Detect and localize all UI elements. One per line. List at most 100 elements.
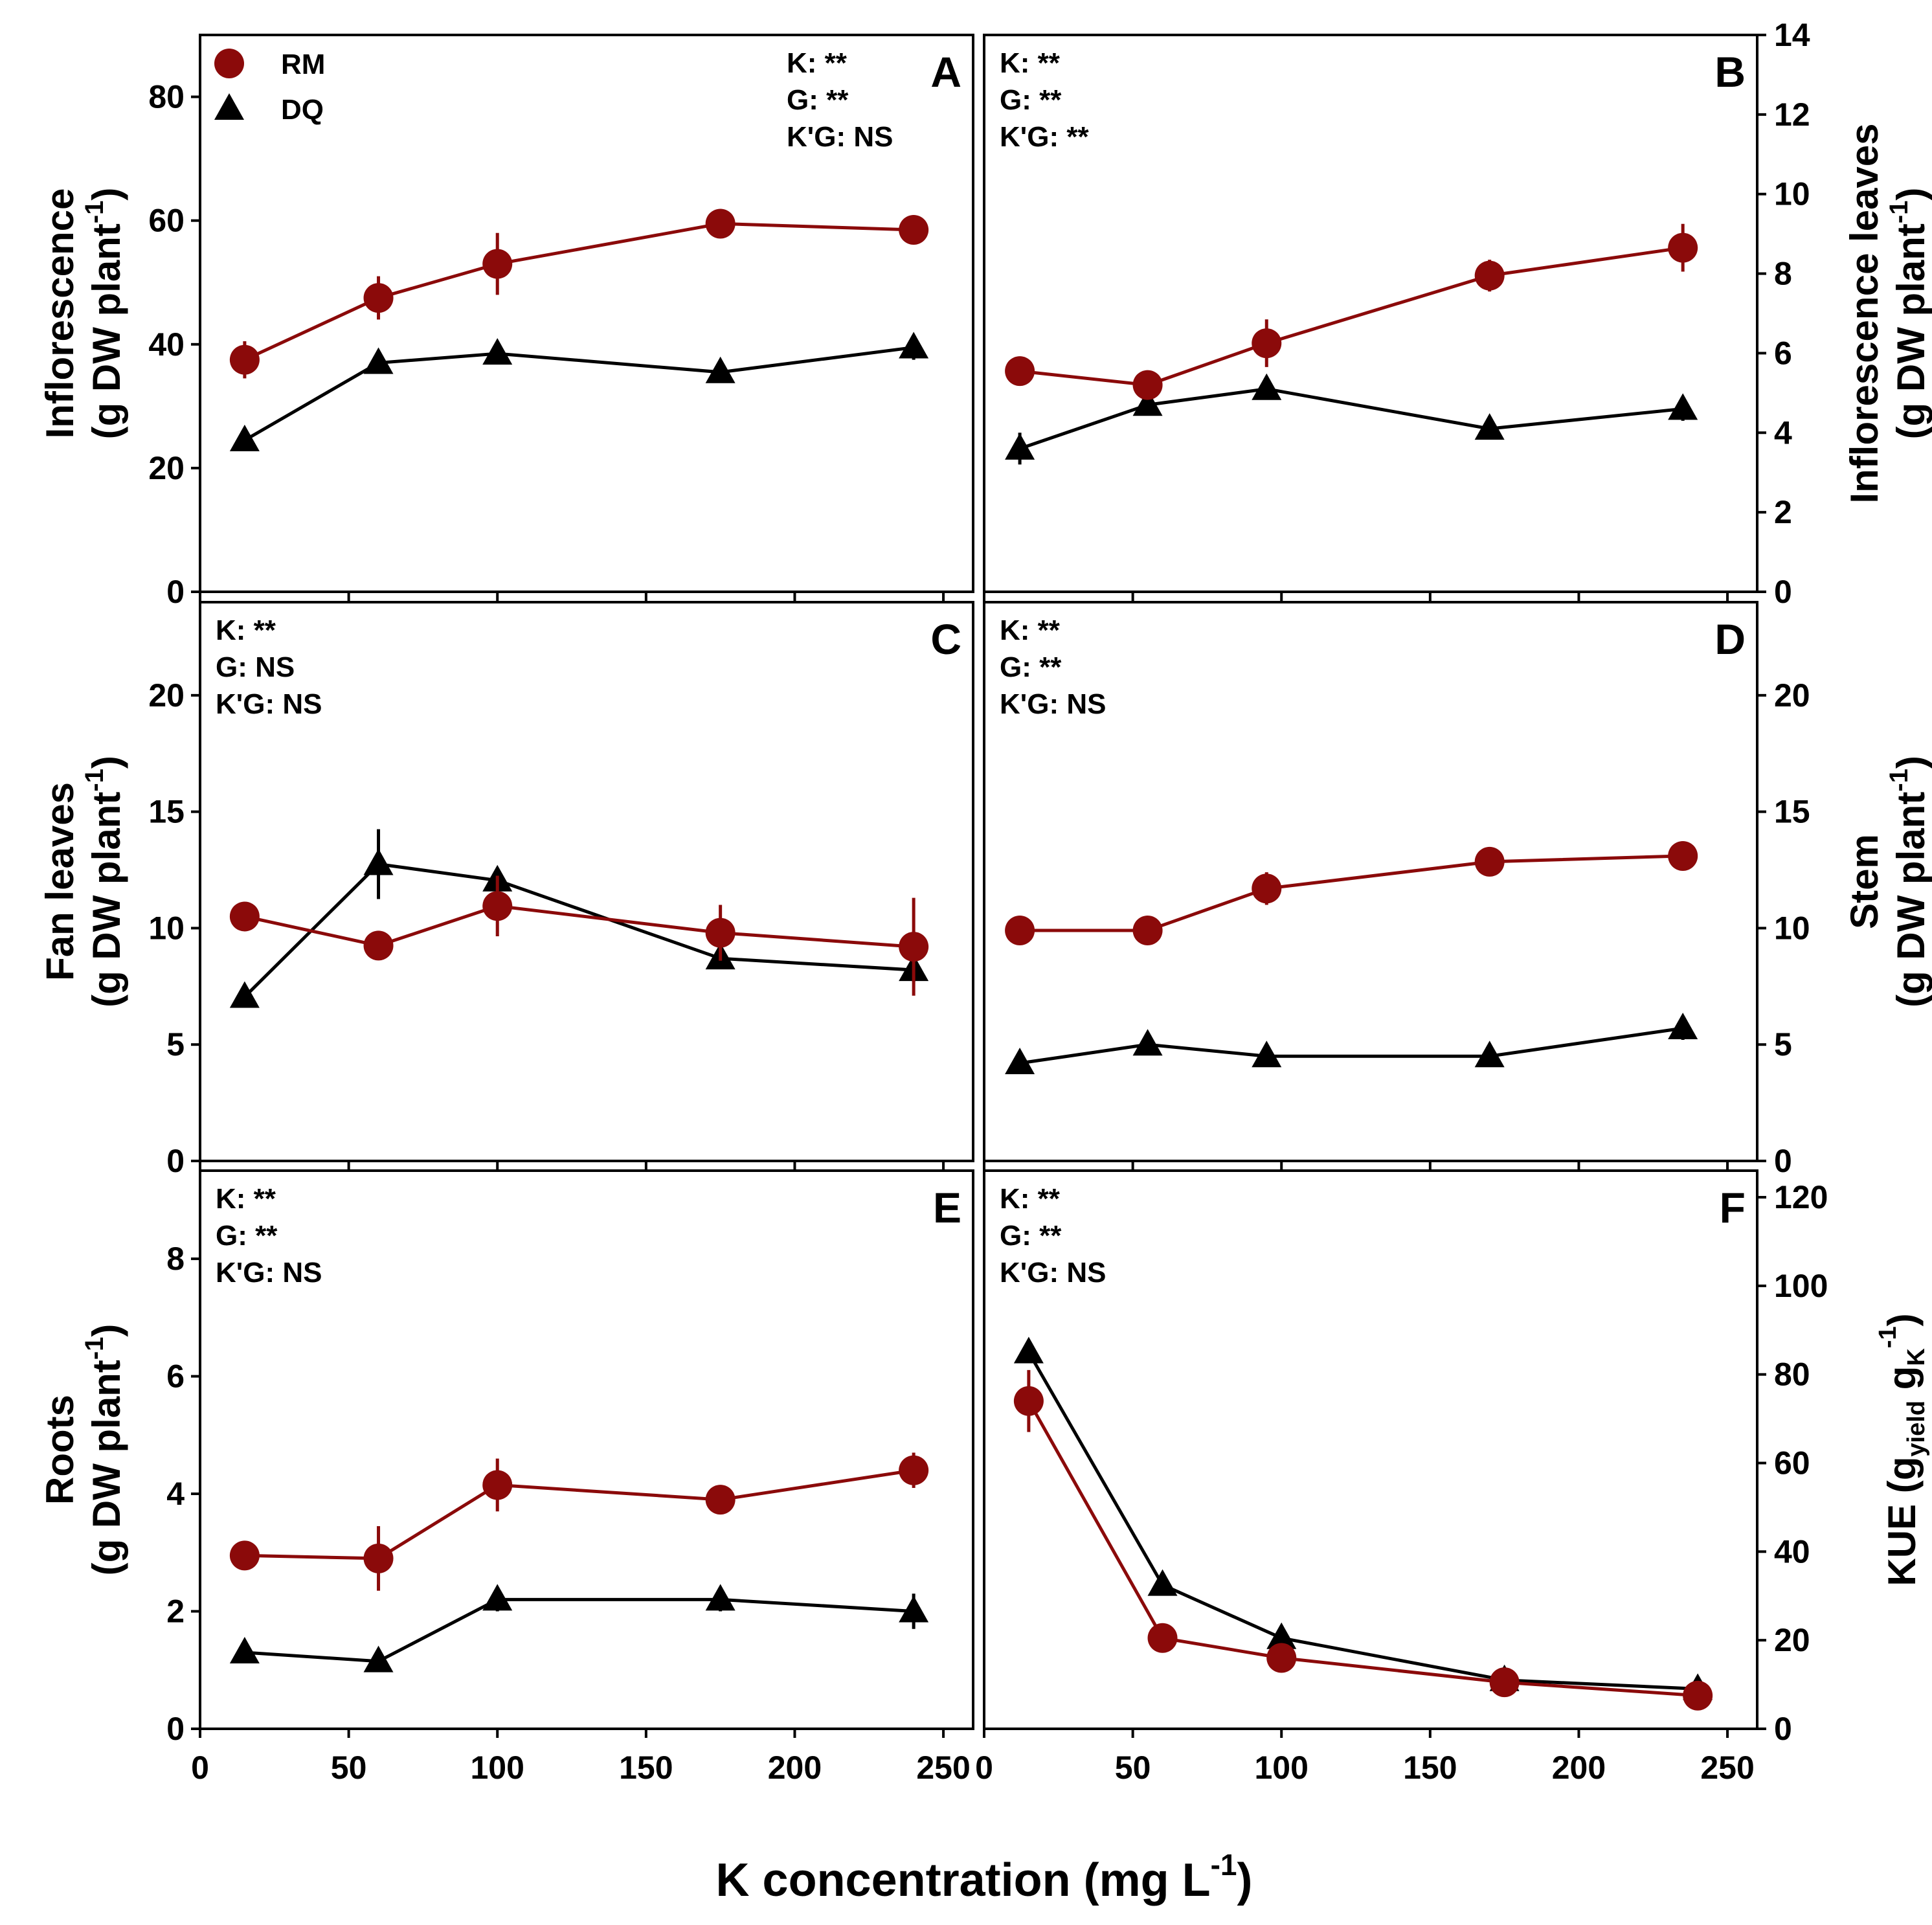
data-point-RM: [363, 283, 394, 313]
data-point-RM: [705, 1485, 736, 1515]
data-point-DQ: [1013, 1336, 1044, 1364]
stat-line: G: **: [1000, 651, 1062, 683]
y-tick-label: 20: [1774, 1622, 1810, 1658]
y-tick-label: 6: [166, 1358, 185, 1395]
panel-letter-A: A: [930, 48, 961, 96]
y-axis-title-close: ): [1889, 756, 1932, 769]
data-point-DQ: [1132, 389, 1163, 416]
y-tick-label: 60: [148, 203, 185, 239]
data-point-RM: [1668, 840, 1698, 871]
y-axis-title-D-line1: Stem: [1843, 834, 1886, 929]
data-point-DQ: [1668, 393, 1698, 420]
x-tick-label: 150: [619, 1750, 673, 1786]
y-axis-title-B-line1: Inflorescence leaves: [1843, 123, 1886, 503]
y-axis-title-close: ): [85, 1324, 128, 1337]
x-tick-label: 100: [1255, 1750, 1309, 1786]
y-tick-label: 20: [1774, 677, 1810, 714]
panel-letter-F: F: [1720, 1184, 1746, 1232]
panel-frame-E: [199, 1169, 974, 1730]
data-point-RM: [1147, 1623, 1178, 1653]
stat-line: K'G: **: [1000, 121, 1089, 153]
panel-letter-B: B: [1714, 48, 1746, 96]
data-point-RM: [363, 1543, 394, 1573]
data-point-RM: [1668, 232, 1698, 263]
data-point-DQ: [705, 1584, 736, 1611]
panel-frame-A: [199, 34, 974, 593]
y-axis-title-close: ): [1880, 1313, 1924, 1326]
data-point-DQ: [1005, 1047, 1035, 1074]
x-tick-label: 150: [1403, 1750, 1457, 1786]
series-line-DQ: [1027, 1351, 1698, 1691]
data-point-RM: [1474, 846, 1505, 877]
data-point-DQ: [899, 332, 929, 359]
data-point-DQ: [1005, 433, 1035, 460]
stat-line: G: **: [1000, 84, 1062, 116]
panel-letter-C: C: [930, 615, 961, 663]
data-point-RM: [1489, 1667, 1520, 1698]
y-axis-title-main: Inflorescence: [38, 188, 82, 439]
legend-marker-RM: [214, 49, 244, 78]
series-line-DQ: [244, 1597, 914, 1663]
data-point-DQ: [482, 338, 513, 365]
panel-A: 0 20 40 60 80 A K: ** G: ** K'G: NS Inflorescence…: [38, 34, 974, 610]
panel-C: 0 5 10 15 20 C K: ** G: NS K'G: NS Fan leaves (g D…: [38, 601, 974, 1179]
y-tick-label: 0: [1774, 1143, 1792, 1179]
y-tick-label: 80: [1774, 1357, 1810, 1393]
stat-line: K: **: [1000, 1183, 1061, 1215]
x-tick-label: 200: [1552, 1750, 1606, 1786]
y-axis-title-main: Stem: [1843, 834, 1886, 929]
data-point-RM: [1005, 356, 1035, 387]
y-axis-title-C-line1: Fan leaves: [38, 782, 82, 981]
y-axis-title-sup: -1: [1885, 201, 1913, 224]
y-tick-label: 10: [1774, 176, 1810, 212]
stat-line: G: NS: [216, 651, 295, 683]
x-axis-title-main: K concentration (mg L: [716, 1854, 1211, 1906]
y-axis-title-unit: (g DW plant: [1889, 792, 1932, 1008]
y-tick-label: 4: [1774, 414, 1792, 451]
y-tick-label: 12: [1774, 96, 1810, 133]
panel-F: 0 20 40 60 80 100 120 F K: ** G: ** K'G: NS KUE (gy…: [983, 1169, 1930, 1747]
y-tick-label: 0: [1774, 1711, 1792, 1747]
y-axis-title-sub: K: [1903, 1348, 1930, 1366]
legend-marker-DQ: [214, 93, 244, 120]
legend-label-RM: RM: [281, 49, 325, 80]
panel-B: 0 2 4 6 8 10 12 14 B K: ** G: ** K'G: ** Inflorescen…: [983, 17, 1932, 610]
stat-line: G: **: [1000, 1220, 1062, 1252]
y-axis-title-sup: -1: [80, 1337, 109, 1360]
y-axis-title-sup: -1: [80, 201, 109, 224]
y-tick-label: 40: [1774, 1533, 1810, 1570]
panel-frame-C: [199, 601, 974, 1162]
stat-line: K'G: NS: [216, 688, 322, 720]
panel-frame-B: [983, 34, 1758, 593]
y-axis-title-mid: g: [1880, 1366, 1924, 1401]
stat-line: G: **: [787, 84, 849, 116]
x-axis-title: K concentration (mg L-1): [716, 1848, 1253, 1906]
y-tick-label: 10: [148, 910, 185, 946]
data-point-RM: [705, 917, 736, 948]
x-tick-label: 0: [191, 1750, 209, 1786]
y-axis-title-D-line2: (g DW plant-1): [1885, 756, 1932, 1008]
x-tick-label: 200: [768, 1750, 822, 1786]
stat-line: K: **: [1000, 614, 1061, 646]
data-point-RM: [229, 901, 260, 932]
y-tick-label: 14: [1774, 17, 1810, 53]
y-axis-title-E-line2: (g DW plant-1): [80, 1324, 128, 1576]
x-tick-label: 250: [1700, 1750, 1754, 1786]
y-tick-label: 6: [1774, 335, 1792, 371]
y-axis-title-unit: (g DW plant: [85, 792, 128, 1008]
data-point-DQ: [1474, 413, 1505, 440]
data-point-DQ: [363, 1645, 394, 1672]
panel-letter-D: D: [1714, 615, 1746, 663]
y-tick-label: 8: [1774, 256, 1792, 292]
data-point-DQ: [705, 356, 736, 383]
y-axis-title-unit: (g DW plant: [85, 1360, 128, 1575]
data-point-DQ: [1668, 1013, 1698, 1040]
y-tick-label: 20: [148, 450, 185, 486]
y-axis-title-close: ): [85, 188, 128, 201]
y-axis-title-main: Inflorescence leaves: [1843, 123, 1886, 503]
data-point-DQ: [1252, 1041, 1282, 1068]
series-line-RM: [1027, 1400, 1698, 1698]
stat-line: K: **: [216, 1183, 276, 1215]
